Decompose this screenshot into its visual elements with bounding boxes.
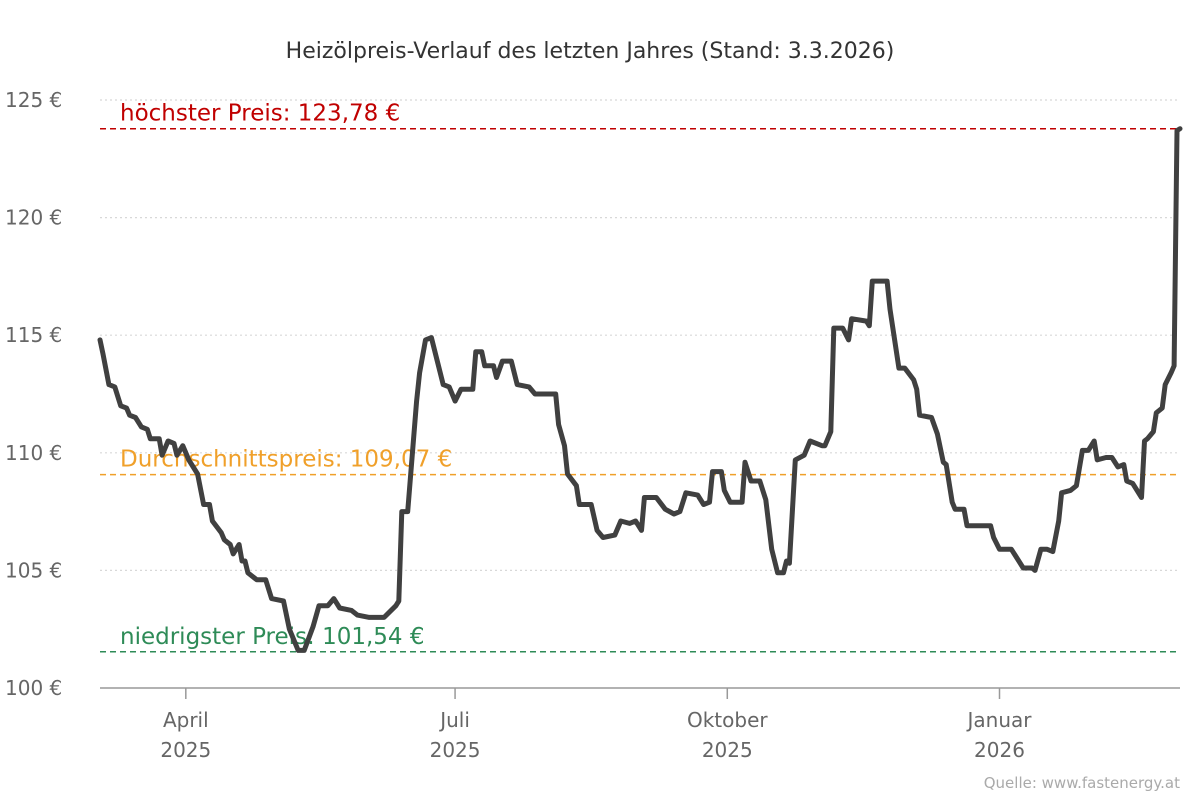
chart-title: Heizölpreis-Verlauf des letzten Jahres (… bbox=[286, 39, 895, 64]
source-credit[interactable]: Quelle: www.fastenergy.at bbox=[984, 774, 1180, 792]
x-tick-year: 2025 bbox=[160, 738, 211, 762]
reference-label-max: höchster Preis: 123,78 € bbox=[120, 101, 400, 127]
x-tick-month: Juli bbox=[438, 708, 470, 732]
y-tick-label: 125 € bbox=[5, 88, 62, 112]
y-tick-label: 110 € bbox=[5, 441, 62, 465]
x-tick-year: 2025 bbox=[702, 738, 753, 762]
y-tick-label: 120 € bbox=[5, 206, 62, 230]
gridlines bbox=[100, 99, 1180, 572]
price-line bbox=[97, 126, 1183, 653]
series-layer bbox=[97, 126, 1183, 653]
x-tick-month: April bbox=[163, 708, 209, 732]
y-axis: 100 € 105 € 110 € 115 € 120 € 125 € bbox=[5, 88, 62, 700]
y-tick-label: 105 € bbox=[5, 558, 62, 582]
y-tick-label: 100 € bbox=[5, 676, 62, 700]
x-axis: April 2025 Juli 2025 Oktober 2025 Januar 2026 bbox=[100, 687, 1180, 762]
x-tick-year: 2026 bbox=[974, 738, 1025, 762]
x-tick-month: Oktober bbox=[687, 708, 768, 732]
reference-lines: höchster Preis: 123,78 € Durchschnittspre… bbox=[100, 101, 1180, 653]
reference-label-avg: Durchschnittspreis: 109,07 € bbox=[120, 447, 452, 473]
x-tick-month: Januar bbox=[966, 708, 1033, 732]
y-tick-label: 115 € bbox=[5, 323, 62, 347]
x-tick-year: 2025 bbox=[430, 738, 481, 762]
reference-label-min: niedrigster Preis: 101,54 € bbox=[120, 624, 425, 650]
